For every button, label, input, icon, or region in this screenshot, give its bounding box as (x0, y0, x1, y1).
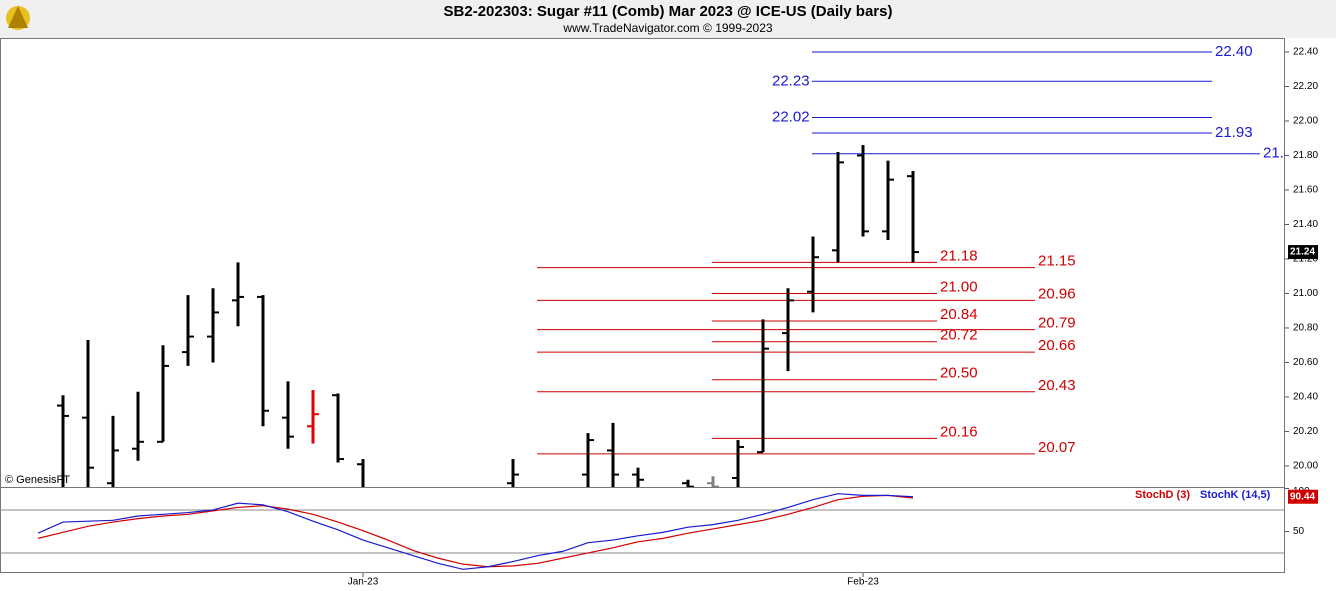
level-label: 20.84 (940, 306, 978, 323)
level-label: 20.66 (1038, 337, 1076, 354)
last-price-box (1288, 245, 1318, 260)
y-tick-label: 20.40 (1293, 392, 1318, 403)
ohlc-bar (682, 479, 694, 487)
stoch-line (37, 493, 914, 570)
level-label: 20.96 (1038, 285, 1076, 302)
level-label: 21.15 (1038, 253, 1076, 270)
ohlc-bar (632, 467, 644, 487)
level-label: 21.81 (1263, 145, 1301, 162)
ohlc-bar (157, 345, 169, 443)
level-label: 21.93 (1215, 124, 1253, 141)
ohlc-bar (132, 391, 144, 461)
last-value-label: 90.44 (1290, 491, 1315, 502)
logo (6, 6, 30, 30)
y-tick-label: 22.00 (1293, 116, 1318, 127)
ohlc-bar (732, 440, 744, 487)
level-label: 20.16 (940, 423, 978, 440)
chart-subtitle: www.TradeNavigator.com © 1999-2023 (562, 21, 772, 35)
y-tick-label: 21.60 (1293, 185, 1318, 196)
y-tick-label: 20.00 (1293, 461, 1318, 472)
ohlc-bar (757, 319, 769, 454)
level-label: 20.07 (1038, 439, 1076, 456)
price-panel: 22.40 22.23 22.02 21.93 21.81 21.18 21.00 20.84… (57, 43, 1301, 487)
ohlc-bar (107, 415, 119, 487)
ohlc-bar (832, 152, 844, 263)
level-label: 22.40 (1215, 43, 1253, 60)
legend-entry: StochK (14,5) (1200, 489, 1271, 501)
ohlc-bar (307, 390, 319, 444)
level-label: 21.00 (940, 278, 978, 295)
level-label: 21.18 (940, 247, 978, 264)
level-label: 20.72 (940, 327, 978, 344)
ohlc-bar (707, 476, 719, 487)
ohlc-bar (282, 381, 294, 449)
stoch-line (37, 494, 914, 568)
y-tick-label: 22.20 (1293, 81, 1318, 92)
ohlc-bar (907, 170, 919, 263)
ohlc-bar (582, 433, 594, 487)
y-tick-label: 20.60 (1293, 357, 1318, 368)
ohlc-bar (882, 160, 894, 240)
y-tick-label: 21.40 (1293, 219, 1318, 230)
ohlc-bar (357, 459, 365, 487)
last-price-label: 21.24 (1290, 247, 1315, 258)
x-tick-label: Jan-23 (348, 577, 379, 588)
y-tick-label: 50 (1293, 526, 1305, 537)
ohlc-bar (82, 340, 94, 487)
ohlc-bar (207, 288, 219, 363)
title-bar (0, 0, 1336, 38)
stoch-panel (0, 493, 1285, 570)
y-tick-label: 22.40 (1293, 47, 1318, 58)
ohlc-bar (607, 422, 619, 487)
watermark: © GenesisFT (5, 474, 70, 486)
y-tick-label: 21.20 (1293, 254, 1318, 265)
level-label: 20.79 (1038, 315, 1076, 332)
ohlc-bar (332, 393, 344, 463)
ohlc-bar (782, 288, 794, 372)
y-tick-label: 21.80 (1293, 150, 1318, 161)
level-label: 22.02 (772, 108, 810, 125)
level-label: 20.50 (940, 365, 978, 382)
ohlc-bar (807, 236, 819, 313)
legend-entry: StochD (3) (1135, 489, 1190, 501)
x-tick-label: Feb-23 (847, 577, 879, 588)
level-label: 20.43 (1038, 377, 1076, 394)
y-tick-label: 20.80 (1293, 323, 1318, 334)
ohlc-bar (57, 395, 69, 487)
ohlc-bar (182, 295, 194, 366)
plot-frame (0, 38, 1285, 573)
level-label: 22.23 (772, 72, 810, 89)
last-value-box (1288, 489, 1318, 504)
ohlc-bar (232, 262, 244, 327)
ohlc-bar (857, 145, 869, 237)
ohlc-bar (507, 459, 519, 487)
ohlc-bar (257, 295, 269, 427)
y-tick-label: 20.20 (1293, 426, 1318, 437)
y-tick-label: 21.00 (1293, 288, 1318, 299)
chart-title: SB2-202303: Sugar #11 (Comb) Mar 2023 @ … (444, 3, 893, 20)
